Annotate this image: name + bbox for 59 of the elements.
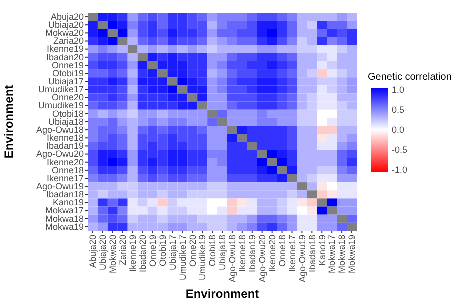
y-tick-label: Ibadan19: [46, 141, 84, 152]
x-tick-label: Kano19: [317, 235, 328, 266]
y-tick-label: Ikenne18: [46, 133, 84, 144]
x-axis-title: Environment: [186, 287, 260, 301]
x-tick-label: Mokwa18: [337, 235, 348, 274]
x-tick-label: Mokwa20: [108, 235, 118, 274]
y-tick-label: Ubiaja17: [48, 76, 84, 87]
x-tick-label: Onne18: [277, 235, 288, 268]
x-tick-label: Onne20: [188, 235, 198, 268]
y-tick-label: Umudike17: [38, 84, 84, 95]
x-tick-label: Onne19: [148, 235, 158, 268]
x-tick-label: Ikenne17: [287, 235, 298, 272]
color-bar-title: Genetic correlation: [368, 72, 452, 83]
y-axis-title: Environment: [2, 85, 16, 159]
y-tick-label: Ago-Owu19: [36, 181, 84, 192]
x-tick-label: Ikenne18: [238, 235, 248, 272]
y-tick-label: Ibadan18: [46, 190, 84, 200]
y-tick-label: Onne19: [52, 60, 84, 70]
x-tick-label: Ago-Owu18: [228, 235, 238, 283]
y-tick-label: Mokwa19: [45, 222, 84, 232]
y-tick-label: Kano19: [52, 198, 84, 208]
y-tick-label: Ikenne19: [46, 44, 84, 54]
y-tick-label: Ikenne17: [46, 173, 84, 184]
x-tick-label: Ubiaja20: [98, 235, 108, 271]
x-tick-label: Ikenne19: [128, 235, 138, 272]
x-tick-label: Ago-Owu19: [297, 235, 308, 283]
color-bar-label: 1.0: [392, 84, 405, 95]
y-tick-label: Otobi19: [52, 68, 84, 78]
x-tick-label: Ago-Owu20: [258, 235, 268, 283]
x-tick-label: Ibadan20: [138, 235, 148, 273]
y-tick-label: Zaria20: [53, 36, 84, 46]
x-tick-label: Otobi18: [208, 235, 218, 267]
x-tick-label: Otobi19: [158, 235, 168, 267]
x-tick-label: Mokwa17: [327, 235, 338, 274]
y-tick-label: Ubiaja18: [48, 116, 84, 127]
x-tick-label: Umudike17: [178, 235, 188, 281]
y-tick-label: Ikenne20: [46, 157, 84, 168]
y-tick-label: Otobi18: [52, 108, 84, 119]
y-tick-label: Onne20: [52, 92, 84, 103]
color-bar-label: -0.5: [392, 144, 408, 155]
color-bar-label: -1.0: [392, 164, 408, 175]
y-tick-label: Onne18: [52, 165, 84, 176]
x-tick-label: Ubiaja17: [168, 235, 178, 271]
x-tick-label: Mokwa19: [347, 235, 358, 274]
x-tick-label: Ibadan19: [248, 235, 258, 273]
y-tick-label: Mokwa20: [45, 28, 84, 38]
color-bar-label: 0.0: [392, 124, 405, 135]
y-tick-label: Ago-Owu20: [36, 149, 84, 160]
y-tick-label: Mokwa18: [45, 214, 84, 224]
y-tick-label: Ibadan20: [46, 52, 84, 62]
y-tick-label: Abuja20: [50, 12, 84, 22]
y-tick-label: Mokwa17: [45, 206, 84, 216]
y-tick-label: Umudike19: [38, 100, 84, 111]
x-tick-label: Ikenne20: [267, 235, 278, 272]
x-tick-label: Umudike19: [198, 235, 208, 281]
x-tick-label: Ibadan18: [307, 235, 318, 273]
x-tick-label: Ubiaja18: [218, 235, 228, 271]
x-tick-label: Zaria20: [118, 235, 128, 266]
color-bar-label: 0.5: [392, 104, 405, 115]
